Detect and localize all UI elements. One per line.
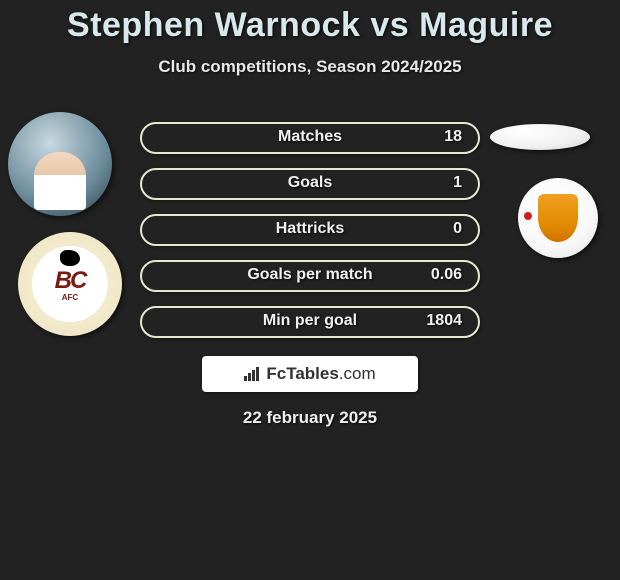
stat-row: Matches 18	[140, 122, 480, 154]
club-badge-left: BC AFC	[18, 232, 122, 350]
stat-value: 1804	[426, 312, 462, 330]
club-left-initials: BC	[55, 267, 86, 295]
stat-value: 1	[453, 174, 462, 192]
stats-panel: Matches 18 Goals 1 Hattricks 0 Goals per…	[140, 122, 480, 352]
player-photo-right	[490, 124, 590, 150]
subtitle: Club competitions, Season 2024/2025	[0, 57, 620, 77]
stat-label: Goals	[142, 174, 478, 192]
stat-label: Matches	[142, 128, 478, 146]
date-text: 22 february 2025	[0, 408, 620, 428]
club-left-sub: AFC	[62, 293, 78, 302]
stat-row: Min per goal 1804	[140, 306, 480, 338]
brand-name-bold: FcTables	[266, 364, 338, 383]
bar-chart-icon	[244, 367, 262, 381]
player-photo-left	[8, 112, 112, 216]
stat-row: Goals per match 0.06	[140, 260, 480, 292]
brand-text: FcTables.com	[266, 364, 375, 384]
stat-value: 0.06	[431, 266, 462, 284]
stat-value: 0	[453, 220, 462, 238]
stat-row: Goals 1	[140, 168, 480, 200]
stat-row: Hattricks 0	[140, 214, 480, 246]
stat-label: Goals per match	[142, 266, 478, 284]
stat-label: Hattricks	[142, 220, 478, 238]
club-badge-right	[518, 178, 598, 258]
stat-value: 18	[444, 128, 462, 146]
brand-link[interactable]: FcTables.com	[202, 356, 418, 392]
brand-name-light: .com	[339, 364, 376, 383]
page-title: Stephen Warnock vs Maguire	[0, 0, 620, 45]
